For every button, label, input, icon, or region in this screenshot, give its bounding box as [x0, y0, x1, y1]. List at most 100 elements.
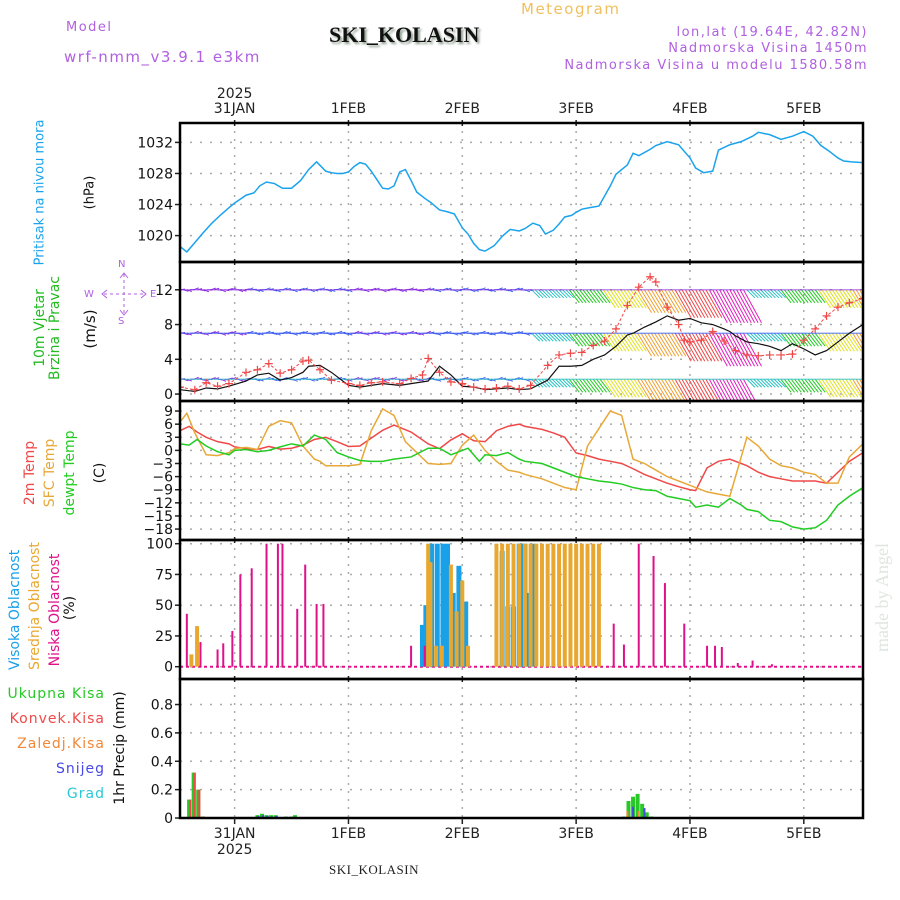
bottom-date-label: 3FEB: [558, 826, 593, 842]
cloud-low-bar: [281, 543, 284, 667]
wind-barb: [592, 289, 604, 304]
wind-barb: [545, 332, 554, 342]
wind-barb: [582, 332, 594, 347]
wind-barb: [855, 379, 863, 392]
wind-barb: [705, 289, 723, 319]
wind-barb: [725, 379, 739, 401]
precip-conv-bar: [189, 799, 192, 818]
wind-gust-marker: [327, 376, 336, 385]
wind-barb: [722, 379, 736, 401]
wind-barb: [705, 379, 719, 401]
watermark: made by Angel: [872, 543, 892, 652]
wind-gust-marker: [543, 361, 552, 370]
wind-barb: [684, 289, 702, 319]
wind-barb: [756, 378, 766, 388]
wind-barb: [746, 332, 756, 342]
cloud-low-bar: [683, 623, 686, 667]
wind-barb: [787, 378, 799, 393]
wind-barb: [787, 332, 799, 347]
wind-barb: [661, 332, 676, 357]
wind-barb: [760, 332, 769, 342]
wind-barb: [616, 332, 630, 352]
wind-barb: [838, 332, 852, 352]
wind-barb: [749, 378, 759, 388]
wind-gust-marker: [799, 336, 808, 345]
wind-gust-marker: [765, 350, 774, 359]
wind-barb: [859, 379, 863, 386]
wind-barb: [589, 378, 601, 393]
wind-gust-marker: [646, 272, 655, 281]
wind-barb: [575, 332, 587, 347]
temp-sfc-line: [180, 407, 863, 498]
wind-barb: [821, 332, 835, 352]
wind-barb: [691, 289, 709, 319]
plot-area-wind: [180, 272, 863, 401]
wind-barb: [722, 332, 742, 367]
wind-barb: [647, 379, 662, 401]
wind-barb: [678, 289, 696, 319]
wind-barb: [620, 379, 633, 398]
wind-barb: [650, 379, 666, 401]
wind-barb: [845, 379, 859, 398]
cloud-mid-bar: [439, 645, 444, 667]
wind-barb: [684, 332, 702, 362]
y-tick-label: 1028: [137, 166, 173, 182]
wind-barb: [835, 332, 849, 352]
wind-gust-marker: [623, 301, 632, 310]
wind-barb: [845, 289, 859, 309]
wind-barb: [838, 379, 852, 398]
top-year-label: 2025: [217, 86, 253, 102]
cloud-mid-bar: [189, 654, 194, 667]
wind-barb: [770, 378, 780, 388]
precip-total-bar: [269, 815, 274, 818]
wind-barb: [657, 379, 672, 401]
bottom-year-label: 2025: [217, 842, 253, 858]
wind-barb: [633, 379, 647, 398]
cloud-mid-bar: [574, 543, 579, 667]
precip-total-bar: [626, 800, 631, 818]
wind-barb: [534, 289, 544, 299]
precip-total-bar: [259, 813, 264, 818]
wind-barb: [807, 289, 819, 304]
y-tick-label: −9: [152, 483, 173, 499]
temp-dewpt-line: [180, 434, 863, 530]
wind-barb: [736, 332, 756, 367]
cloud-low-bar: [423, 645, 426, 667]
cloud-low-bar: [622, 644, 625, 667]
top-date-label: 31JAN: [214, 101, 256, 117]
wind-barb: [743, 379, 756, 401]
wind-barb: [579, 378, 590, 393]
wind-barb: [572, 332, 584, 347]
wind-barb: [767, 378, 776, 388]
wind-gust-marker: [264, 359, 273, 368]
cloud-low-bar: [185, 613, 188, 667]
cloud-low-bar: [706, 645, 709, 667]
cloud-high-bar: [450, 592, 456, 667]
cloud-mid-bar: [505, 543, 510, 667]
y-tick-label: 75: [155, 567, 173, 583]
precip-total-bar: [196, 789, 201, 818]
cloud-low-bar: [250, 568, 253, 667]
cloud-low-bar: [714, 645, 717, 667]
wind-barb: [678, 332, 696, 362]
wind-barb: [767, 332, 776, 342]
wind-barb: [835, 289, 849, 309]
wind-barb: [562, 378, 571, 388]
wind-gust-marker: [526, 381, 535, 390]
wind-barb: [562, 332, 571, 342]
wind-gust-marker: [777, 350, 786, 359]
wind-barb: [695, 332, 713, 362]
wind-barb: [548, 289, 558, 299]
wind-gust-marker: [742, 350, 751, 359]
bottom-date-label: 1FEB: [331, 826, 366, 842]
wind-barb: [725, 289, 745, 324]
wind-barb: [671, 332, 687, 357]
wind-gust-marker: [589, 341, 598, 350]
precip-snow-bar: [262, 815, 265, 818]
model-label: Model: [66, 20, 113, 35]
wind-barb: [825, 379, 838, 398]
cloud-mid-bar: [460, 580, 465, 667]
precip-frz-bar: [626, 810, 629, 818]
wind-barb: [702, 289, 719, 319]
wind-barb: [743, 289, 762, 324]
